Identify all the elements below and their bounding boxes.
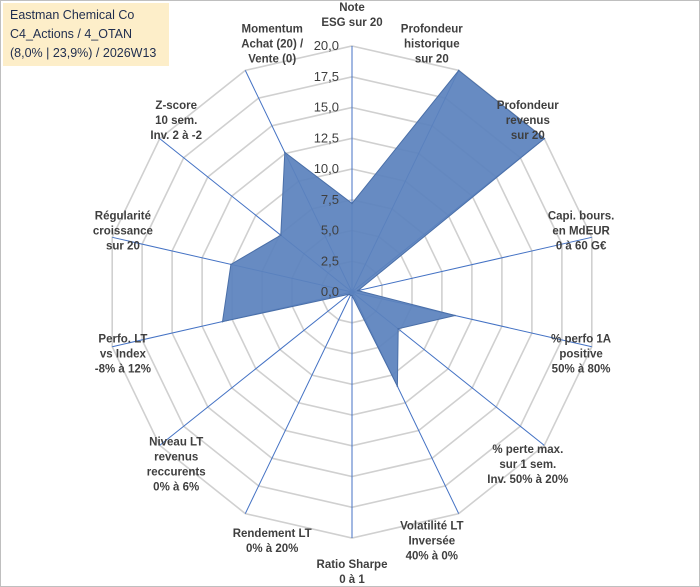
axis-label-line: Inversée (408, 536, 455, 548)
axis-label: Profondeur revenus sur 20 (497, 100, 559, 142)
tick-label: 15,0 (314, 100, 339, 115)
data-point (454, 314, 456, 317)
data-point (543, 137, 546, 140)
axis-label-line: Vente (0) (248, 53, 296, 65)
axis-label-line: Perfo. LT (98, 333, 147, 345)
axis-label-line: en MdEUR (552, 226, 610, 238)
radar-series (221, 69, 546, 388)
axis-label-line: % perfo 1A (551, 333, 611, 345)
axis-label-line: Niveau LT (149, 437, 203, 449)
data-point (221, 320, 224, 323)
axis-label: Capi. bours. en MdEUR 0 à 60 G€ (548, 211, 614, 253)
axis-label-line: Z-score (155, 100, 197, 112)
data-point (230, 263, 232, 266)
title-category: C4_Actions / 4_OTAN (10, 27, 133, 41)
data-point (284, 151, 286, 154)
data-point (351, 202, 353, 205)
data-point (349, 294, 352, 297)
axis-label-line: Volatilité LT (400, 521, 463, 533)
axis-spoke (244, 291, 353, 514)
title-performance: (8,0% | 23,9%) / 2026W13 (10, 46, 157, 60)
data-point (396, 385, 399, 388)
axis-label: Rendement LT 0% à 20% (233, 528, 312, 555)
axis-label-line: sur 20 (106, 241, 140, 253)
axis-label-line: Achat (20) / (241, 38, 304, 50)
axis-label-line: sur 20 (511, 130, 545, 142)
axis-label-line: % perte max. (492, 444, 563, 456)
axis-label-line: Profondeur (497, 100, 559, 112)
axis-label-line: 50% à 80% (552, 363, 611, 375)
radar-axis-labels: Note ESG sur 20 Profondeur historique sur 20… (93, 2, 614, 586)
axis-spoke (351, 236, 592, 293)
data-point (457, 69, 460, 72)
axis-label-line: Inv. 50% à 20% (487, 474, 568, 486)
axis-label-line: reccurents (147, 467, 206, 479)
tick-label: 12,5 (314, 130, 339, 145)
axis-label-line: 40% à 0% (406, 551, 458, 563)
axis-label-line: 0% à 6% (153, 482, 199, 494)
axis-label-line: sur 1 sem. (499, 459, 556, 471)
axis-label-line: positive (559, 348, 602, 360)
data-point (348, 293, 350, 296)
axis-label-line: -8% à 12% (95, 363, 151, 375)
axis-label: Momentum Achat (20) / Vente (0) (241, 23, 304, 65)
axis-label: Niveau LT revenus reccurents 0% à 6% (147, 437, 206, 494)
axis-label-line: revenus (506, 115, 550, 127)
axis-label: Régularité croissance sur 20 (93, 211, 153, 253)
axis-label: Ratio Sharpe 0 à 1 (317, 559, 388, 586)
axis-label-line: Note (339, 2, 365, 14)
axis-label: % perte max. sur 1 sem. Inv. 50% à 20% (487, 444, 568, 486)
tick-label: 2,5 (321, 253, 339, 268)
radar-tick-labels: 0,0 2,5 5,0 7,5 10,0 12,5 15,0 17,5 20,0 (314, 38, 339, 299)
title-company: Eastman Chemical Co (10, 8, 135, 22)
axis-label-line: Profondeur (401, 23, 463, 35)
data-point (357, 289, 359, 292)
axis-label: Z-score 10 sem. Inv. 2 à -2 (150, 100, 202, 142)
axis-label-line: historique (404, 38, 460, 50)
axis-spoke (159, 291, 353, 446)
tick-label: 7,5 (321, 192, 339, 207)
data-point (397, 328, 400, 330)
axis-label: % perfo 1A positive 50% à 80% (551, 333, 611, 375)
axis-label-line: sur 20 (415, 53, 449, 65)
tick-label: 10,0 (314, 161, 339, 176)
axis-label-line: vs Index (100, 348, 147, 360)
axis-label-line: Régularité (95, 211, 151, 223)
axis-label-line: 10 sem. (155, 115, 197, 127)
axis-label: Perfo. LT vs Index -8% à 12% (95, 333, 151, 375)
axis-label-line: 0% à 20% (246, 543, 298, 555)
axis-label-line: revenus (154, 452, 198, 464)
axis-label-line: Inv. 2 à -2 (150, 130, 202, 142)
axis-label-line: croissance (93, 226, 153, 238)
axis-label: Note ESG sur 20 (321, 2, 382, 29)
axis-label-line: Capi. bours. (548, 211, 614, 223)
tick-label: 20,0 (314, 38, 339, 53)
axis-label-line: 0 à 1 (339, 574, 365, 586)
data-point (280, 234, 282, 236)
axis-label-line: ESG sur 20 (321, 17, 382, 29)
chart-title-box: Eastman Chemical Co C4_Actions / 4_OTAN … (3, 3, 169, 66)
axis-label-line: Rendement LT (233, 528, 312, 540)
tick-label: 17,5 (314, 69, 339, 84)
axis-label-line: Ratio Sharpe (317, 559, 388, 571)
axis-label: Profondeur historique sur 20 (401, 23, 463, 65)
tick-label: 0,0 (321, 284, 339, 299)
axis-label: Volatilité LT Inversée 40% à 0% (400, 521, 463, 563)
tick-label: 5,0 (321, 223, 339, 238)
axis-label-line: 0 à 60 G€ (556, 241, 607, 253)
axis-label-line: Momentum (242, 23, 303, 35)
data-point (351, 294, 353, 297)
